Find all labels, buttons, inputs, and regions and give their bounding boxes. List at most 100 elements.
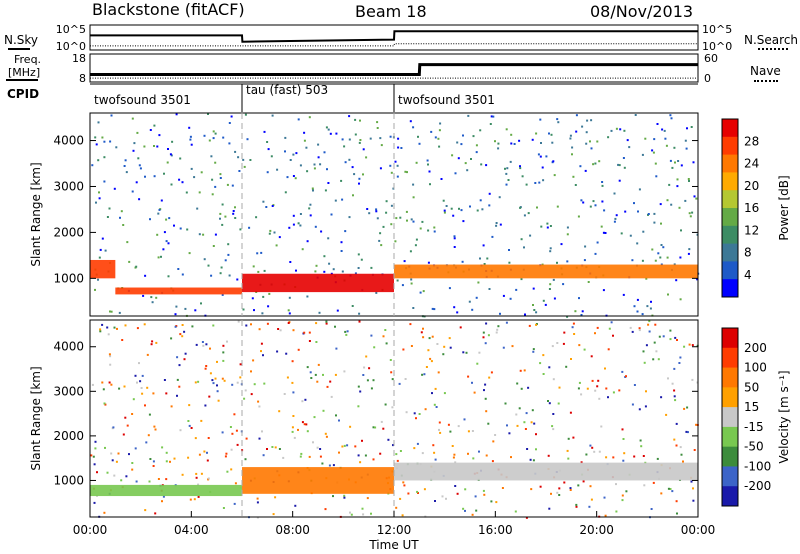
power-scatter-point [600,225,603,228]
power-scatter-point [495,224,498,227]
velocity-ytick-label: 2000 [53,429,84,443]
power-scatter-point [106,216,109,218]
velocity-cbar-swatch [722,367,738,388]
power-scatter-point [132,149,135,152]
power-scatter-point [598,160,601,163]
velocity-scatter-point [252,359,255,362]
velocity-scatter-point [214,377,217,380]
power-scatter-point [211,193,214,196]
power-scatter-point [505,128,508,131]
velocity-scatter-point [382,335,385,338]
velocity-scatter-point [181,335,184,338]
velocity-scatter-point [271,446,274,448]
velocity-scatter-point [338,451,340,454]
velocity-scatter-point [484,383,487,386]
power-scatter-point [160,199,163,202]
power-scatter-point [323,151,326,154]
velocity-scatter-point [529,458,532,461]
power-scatter-point [549,225,552,227]
velocity-scatter-point [550,492,552,495]
velocity-scatter-point [422,327,424,330]
power-scatter-point [594,252,597,255]
power-scatter-point [553,297,556,300]
beam-title: Beam 18 [355,2,427,21]
power-scatter-point [556,205,559,208]
velocity-scatter-point [399,450,402,452]
velocity-scatter-point [258,405,261,408]
power-scatter-point [519,167,522,170]
power-scatter-point [660,222,662,225]
velocity-scatter-point [432,444,435,447]
velocity-scatter-point [146,353,149,356]
velocity-scatter-point [309,371,312,374]
power-scatter-point [439,122,442,125]
power-scatter-point [119,216,121,219]
velocity-scatter-point [283,393,286,395]
velocity-scatter-point [135,480,138,483]
nave-ytick-right: 60 [704,52,718,65]
velocity-scatter-point [410,345,413,347]
power-scatter-point [641,313,644,316]
power-scatter-point [284,136,287,139]
velocity-scatter-point [361,439,363,442]
velocity-scatter-point [675,422,678,425]
velocity-scatter-point [222,359,225,362]
velocity-scatter-point [202,344,205,347]
velocity-scatter-point [572,322,575,325]
velocity-scatter-point [181,324,184,326]
velocity-scatter-point [539,362,542,365]
velocity-scatter-point [188,424,191,427]
velocity-scatter-point [416,490,419,493]
power-scatter-point [571,153,573,156]
power-scatter-point [360,258,363,261]
power-scatter-point [153,175,156,178]
power-scatter-point [456,141,459,144]
velocity-scatter-point [557,402,560,405]
velocity-scatter-point [162,495,165,498]
power-scatter-point [288,226,291,229]
power-scatter-point [242,158,245,161]
power-scatter-point [556,261,558,264]
power-scatter-point [212,137,215,140]
power-scatter-point [131,190,134,193]
power-scatter-point [654,259,657,262]
velocity-scatter-point [429,357,432,360]
power-scatter-point [118,311,121,314]
power-scatter-point [314,225,317,228]
velocity-scatter-point [178,385,181,388]
power-scatter-point [539,118,542,121]
velocity-scatter-point [398,382,401,385]
velocity-scatter-point [216,390,219,393]
velocity-scatter-point [330,395,333,398]
nsearch-legend-line [758,48,788,50]
velocity-scatter-point [131,413,134,415]
power-scatter-point [327,237,330,240]
power-scatter-point [340,250,343,252]
power-scatter-point [590,119,593,122]
power-scatter-point [427,229,430,232]
power-scatter-point [659,256,662,259]
power-scatter-point [390,171,393,174]
power-scatter-point [476,209,479,212]
velocity-scatter-point [121,339,124,341]
velocity-scatter-point [161,446,164,449]
velocity-scatter-point [428,337,431,340]
power-scatter-point [673,263,676,266]
velocity-cbar-swatch [722,426,738,448]
power-scatter-point [410,282,413,285]
power-scatter-point [151,301,154,304]
velocity-scatter-point [256,497,259,500]
power-scatter-point [531,138,534,141]
power-scatter-point [466,169,469,172]
velocity-scatter-point [94,447,97,450]
power-scatter-point [243,165,246,168]
power-scatter-point [212,130,215,133]
power-scatter-point [549,250,552,253]
nsky-series-line [90,30,698,43]
power-ytick-label: 4000 [53,134,84,148]
power-scatter-point [267,305,270,308]
power-scatter-point [594,204,597,207]
power-scatter-point [266,171,269,174]
velocity-scatter-point [231,432,234,435]
power-scatter-point [166,161,169,164]
